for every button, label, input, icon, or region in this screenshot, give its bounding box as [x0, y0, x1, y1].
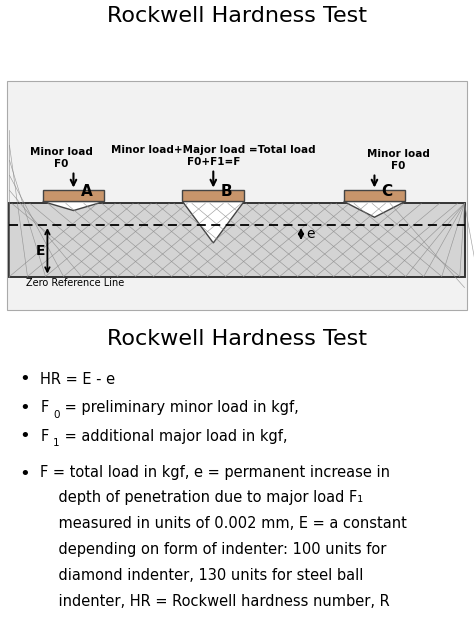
Text: •: •	[19, 427, 30, 445]
Text: F: F	[40, 400, 48, 415]
Text: depending on form of indenter: 100 units for: depending on form of indenter: 100 units…	[40, 542, 387, 557]
Text: indenter, HR = Rockwell hardness number, R: indenter, HR = Rockwell hardness number,…	[40, 594, 390, 609]
Text: F = total load in kgf, e = permanent increase in: F = total load in kgf, e = permanent inc…	[40, 465, 390, 480]
Text: = additional major load in kgf,: = additional major load in kgf,	[60, 428, 288, 444]
Text: Rockwell Hardness Test: Rockwell Hardness Test	[107, 329, 367, 349]
Text: E: E	[36, 244, 45, 258]
Text: •: •	[19, 370, 30, 388]
Text: diamond indenter, 130 units for steel ball: diamond indenter, 130 units for steel ba…	[40, 568, 364, 583]
Text: e: e	[307, 227, 315, 241]
Polygon shape	[344, 202, 405, 217]
Text: A: A	[81, 185, 92, 200]
Bar	[182, 190, 244, 202]
Text: C: C	[382, 185, 392, 200]
Bar	[9, 204, 465, 277]
Text: Minor load
F0: Minor load F0	[30, 147, 93, 169]
Bar	[9, 204, 465, 277]
Text: depth of penetration due to major load F₁: depth of penetration due to major load F…	[40, 490, 364, 506]
Text: 0: 0	[53, 410, 60, 420]
Text: Minor load+Major load =Total load
F0+F1=F: Minor load+Major load =Total load F0+F1=…	[111, 145, 316, 167]
Polygon shape	[43, 202, 104, 210]
FancyBboxPatch shape	[7, 81, 467, 310]
Bar	[344, 190, 405, 202]
Text: Zero Reference Line: Zero Reference Line	[26, 279, 124, 288]
Text: 1: 1	[53, 438, 60, 448]
Text: •: •	[19, 399, 30, 416]
Text: = preliminary minor load in kgf,: = preliminary minor load in kgf,	[60, 400, 299, 415]
Bar	[43, 190, 104, 202]
Text: HR = E - e: HR = E - e	[40, 372, 115, 387]
Text: measured in units of 0.002 mm, E = a constant: measured in units of 0.002 mm, E = a con…	[40, 516, 407, 532]
Text: Rockwell Hardness Test: Rockwell Hardness Test	[107, 6, 367, 26]
Polygon shape	[182, 202, 244, 243]
Text: F: F	[40, 428, 48, 444]
Text: Minor load
F0: Minor load F0	[367, 149, 429, 171]
Text: B: B	[220, 185, 232, 200]
Text: •: •	[19, 465, 30, 482]
